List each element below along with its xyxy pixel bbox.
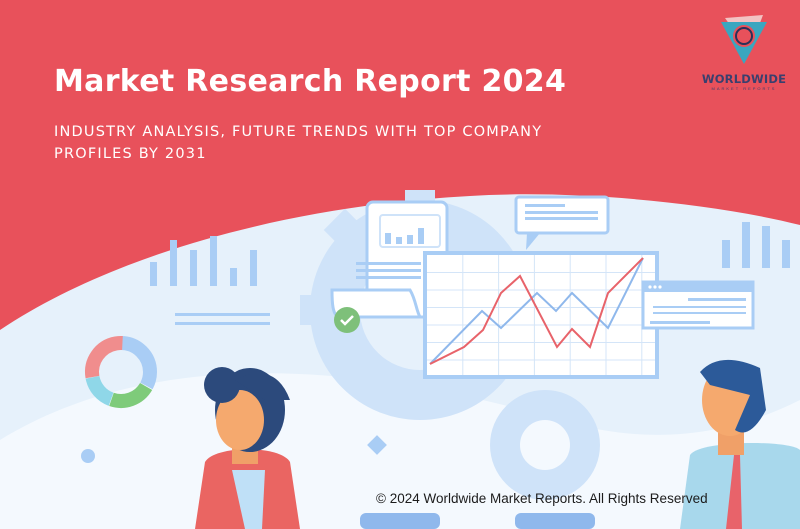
banner-background bbox=[0, 0, 800, 330]
browser-window-icon bbox=[641, 280, 755, 330]
logo: WORLDWIDE MARKET REPORTS bbox=[694, 12, 794, 91]
woman-figure bbox=[195, 367, 300, 529]
page-title: Market Research Report 2024 bbox=[54, 64, 567, 99]
man-figure bbox=[680, 359, 800, 529]
series-red-line bbox=[429, 257, 644, 365]
checkmark-icon bbox=[334, 307, 360, 333]
donut-chart-icon bbox=[85, 336, 157, 408]
bar-chart-icon-left bbox=[150, 236, 270, 325]
speech-bubble-icon bbox=[514, 195, 610, 250]
laptop-shapes bbox=[360, 513, 595, 529]
series-blue-line bbox=[429, 257, 644, 365]
globe-triangle-icon bbox=[721, 15, 767, 64]
bar-chart-icon-right bbox=[722, 222, 790, 268]
gear-small-icon bbox=[490, 390, 600, 500]
logo-name: WORLDWIDE bbox=[701, 72, 787, 86]
line-chart-panel bbox=[423, 251, 659, 379]
background-swoosh bbox=[0, 373, 800, 529]
copyright-text: © 2024 Worldwide Market Reports. All Rig… bbox=[376, 491, 708, 506]
dot bbox=[81, 449, 95, 463]
diamond bbox=[367, 435, 387, 455]
page-subtitle: INDUSTRY ANALYSIS, FUTURE TRENDS WITH TO… bbox=[54, 124, 543, 162]
logo-tagline: MARKET REPORTS bbox=[711, 86, 777, 91]
